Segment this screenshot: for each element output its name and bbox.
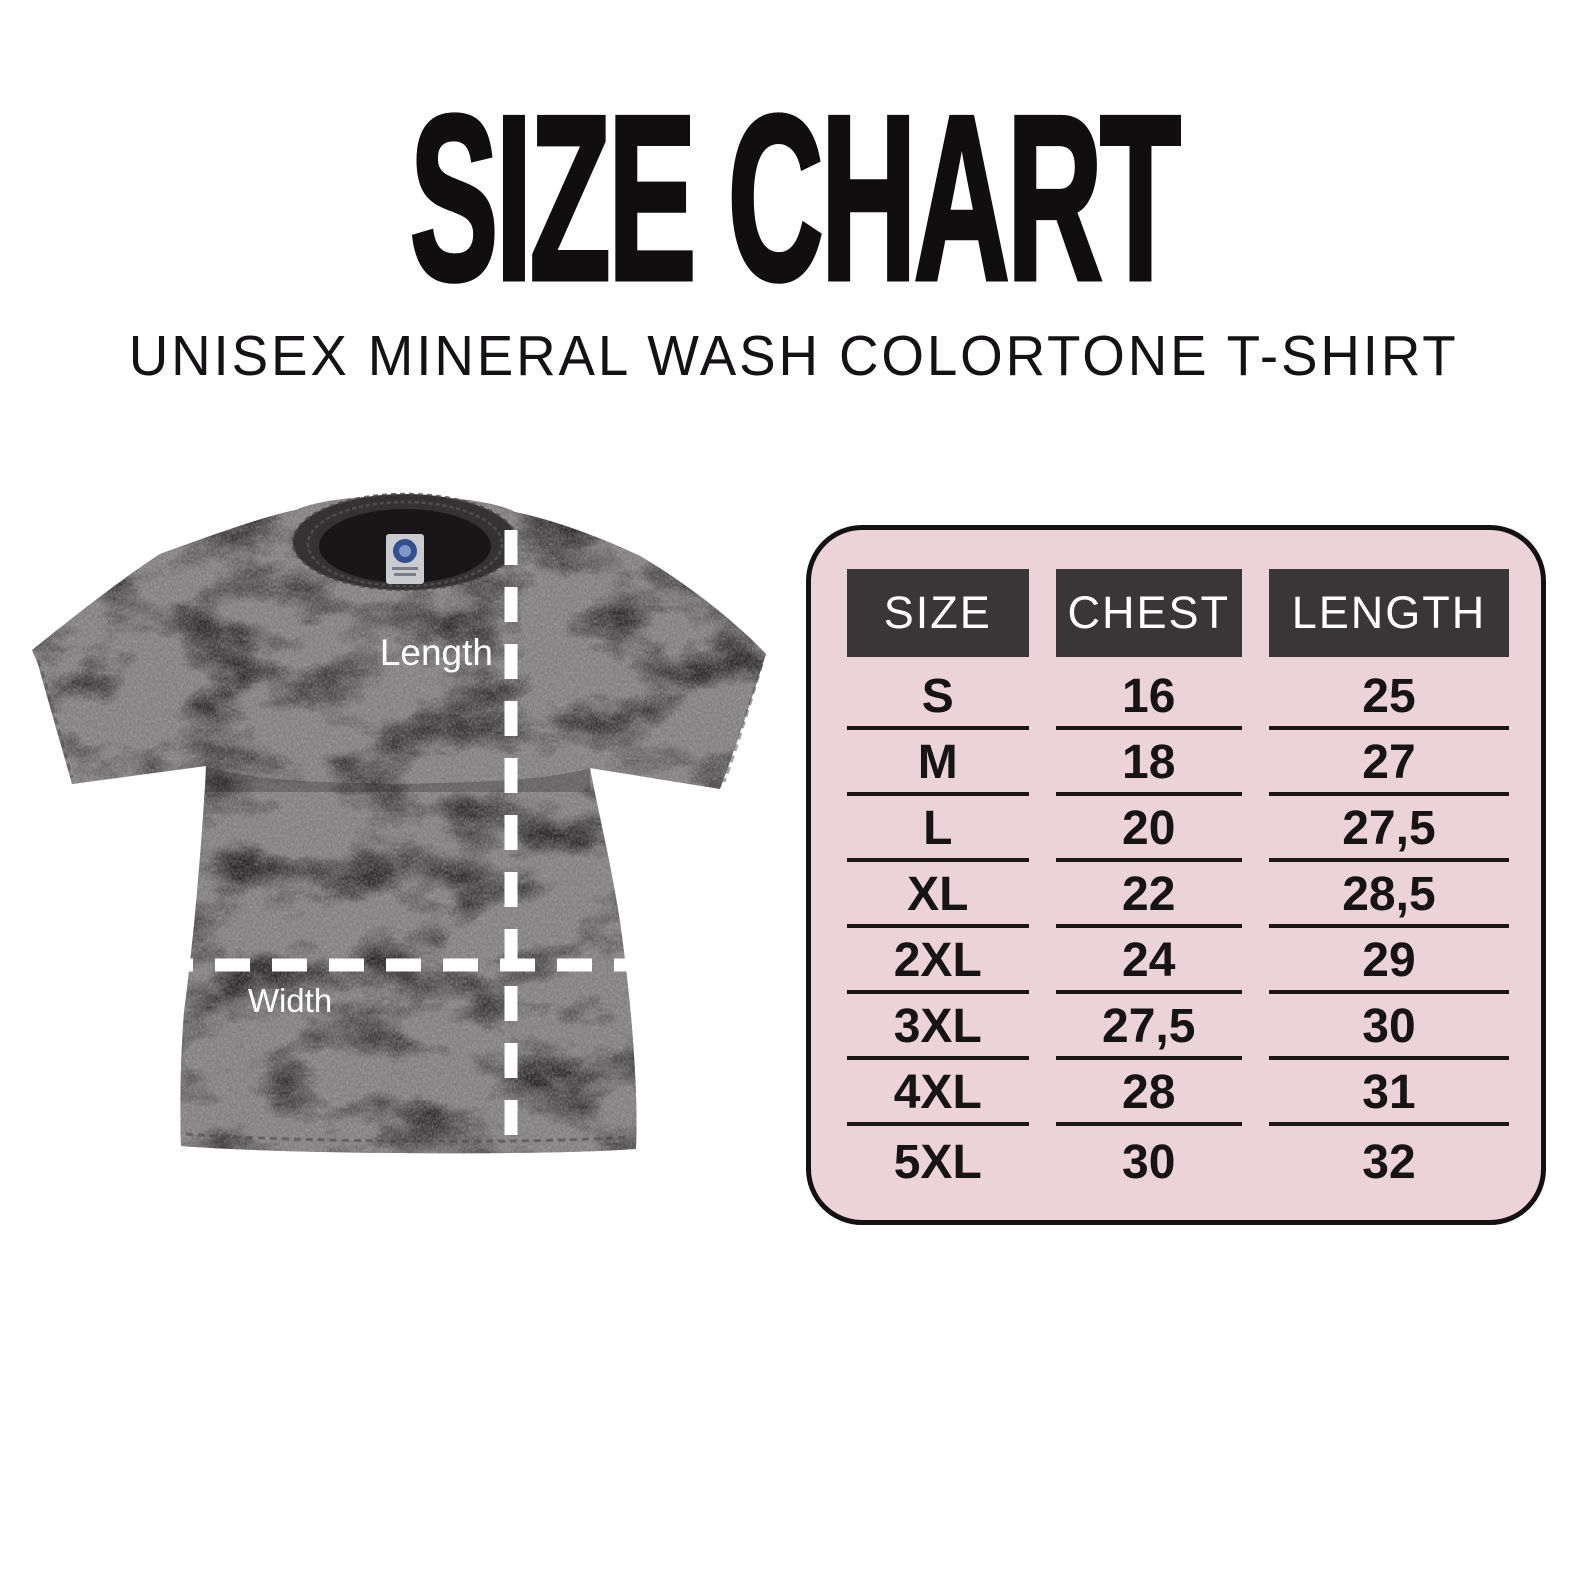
size-cell: L [847, 796, 1029, 862]
length-cell: 27,5 [1268, 796, 1509, 862]
size-cell: 3XL [847, 994, 1029, 1060]
tshirt-diagram: Length Width [32, 492, 766, 1158]
chest-cell: 20 [1055, 796, 1242, 862]
tshirt-image [32, 492, 766, 1154]
length-cell: 30 [1268, 994, 1509, 1060]
chest-cell: 18 [1055, 730, 1242, 796]
neck-tag-icon [386, 534, 424, 584]
length-cell: 29 [1268, 928, 1509, 994]
length-cell: 28,5 [1268, 862, 1509, 928]
size-cell: 2XL [847, 928, 1029, 994]
chest-cell: 22 [1055, 862, 1242, 928]
column-header-length: LENGTH [1268, 569, 1509, 657]
size-table-card: SIZE CHEST LENGTH S 16 25 M 18 27 L 20 2… [806, 525, 1546, 1225]
size-cell: 5XL [893, 1135, 982, 1189]
length-cell: 32 [1362, 1135, 1416, 1189]
length-label: Length [380, 632, 493, 673]
size-cell: S [847, 664, 1029, 730]
page-title-text: SIZE CHART [408, 66, 1182, 329]
chest-cell: 30 [1122, 1135, 1176, 1189]
size-table-body: S 16 25 M 18 27 L 20 27,5 XL 22 28,5 2XL… [847, 664, 1509, 1192]
chest-cell: 16 [1055, 664, 1242, 730]
length-cell: 27 [1268, 730, 1509, 796]
width-label: Width [248, 982, 332, 1019]
size-cell: 4XL [847, 1060, 1029, 1126]
chest-cell: 24 [1055, 928, 1242, 994]
size-cell: M [847, 730, 1029, 796]
column-header-chest: CHEST [1055, 569, 1242, 657]
length-cell: 25 [1268, 664, 1509, 730]
page-subtitle: UNISEX MINERAL WASH COLORTONE T-SHIRT [0, 323, 1588, 389]
chest-cell: 28 [1055, 1060, 1242, 1126]
chest-cell: 27,5 [1055, 994, 1242, 1060]
page-title: SIZE CHART [0, 66, 1588, 329]
size-table-header: SIZE CHEST LENGTH [847, 569, 1509, 657]
column-header-size: SIZE [847, 569, 1029, 657]
length-cell: 31 [1268, 1060, 1509, 1126]
page-subtitle-text: UNISEX MINERAL WASH COLORTONE T-SHIRT [129, 324, 1459, 388]
size-cell: XL [847, 862, 1029, 928]
